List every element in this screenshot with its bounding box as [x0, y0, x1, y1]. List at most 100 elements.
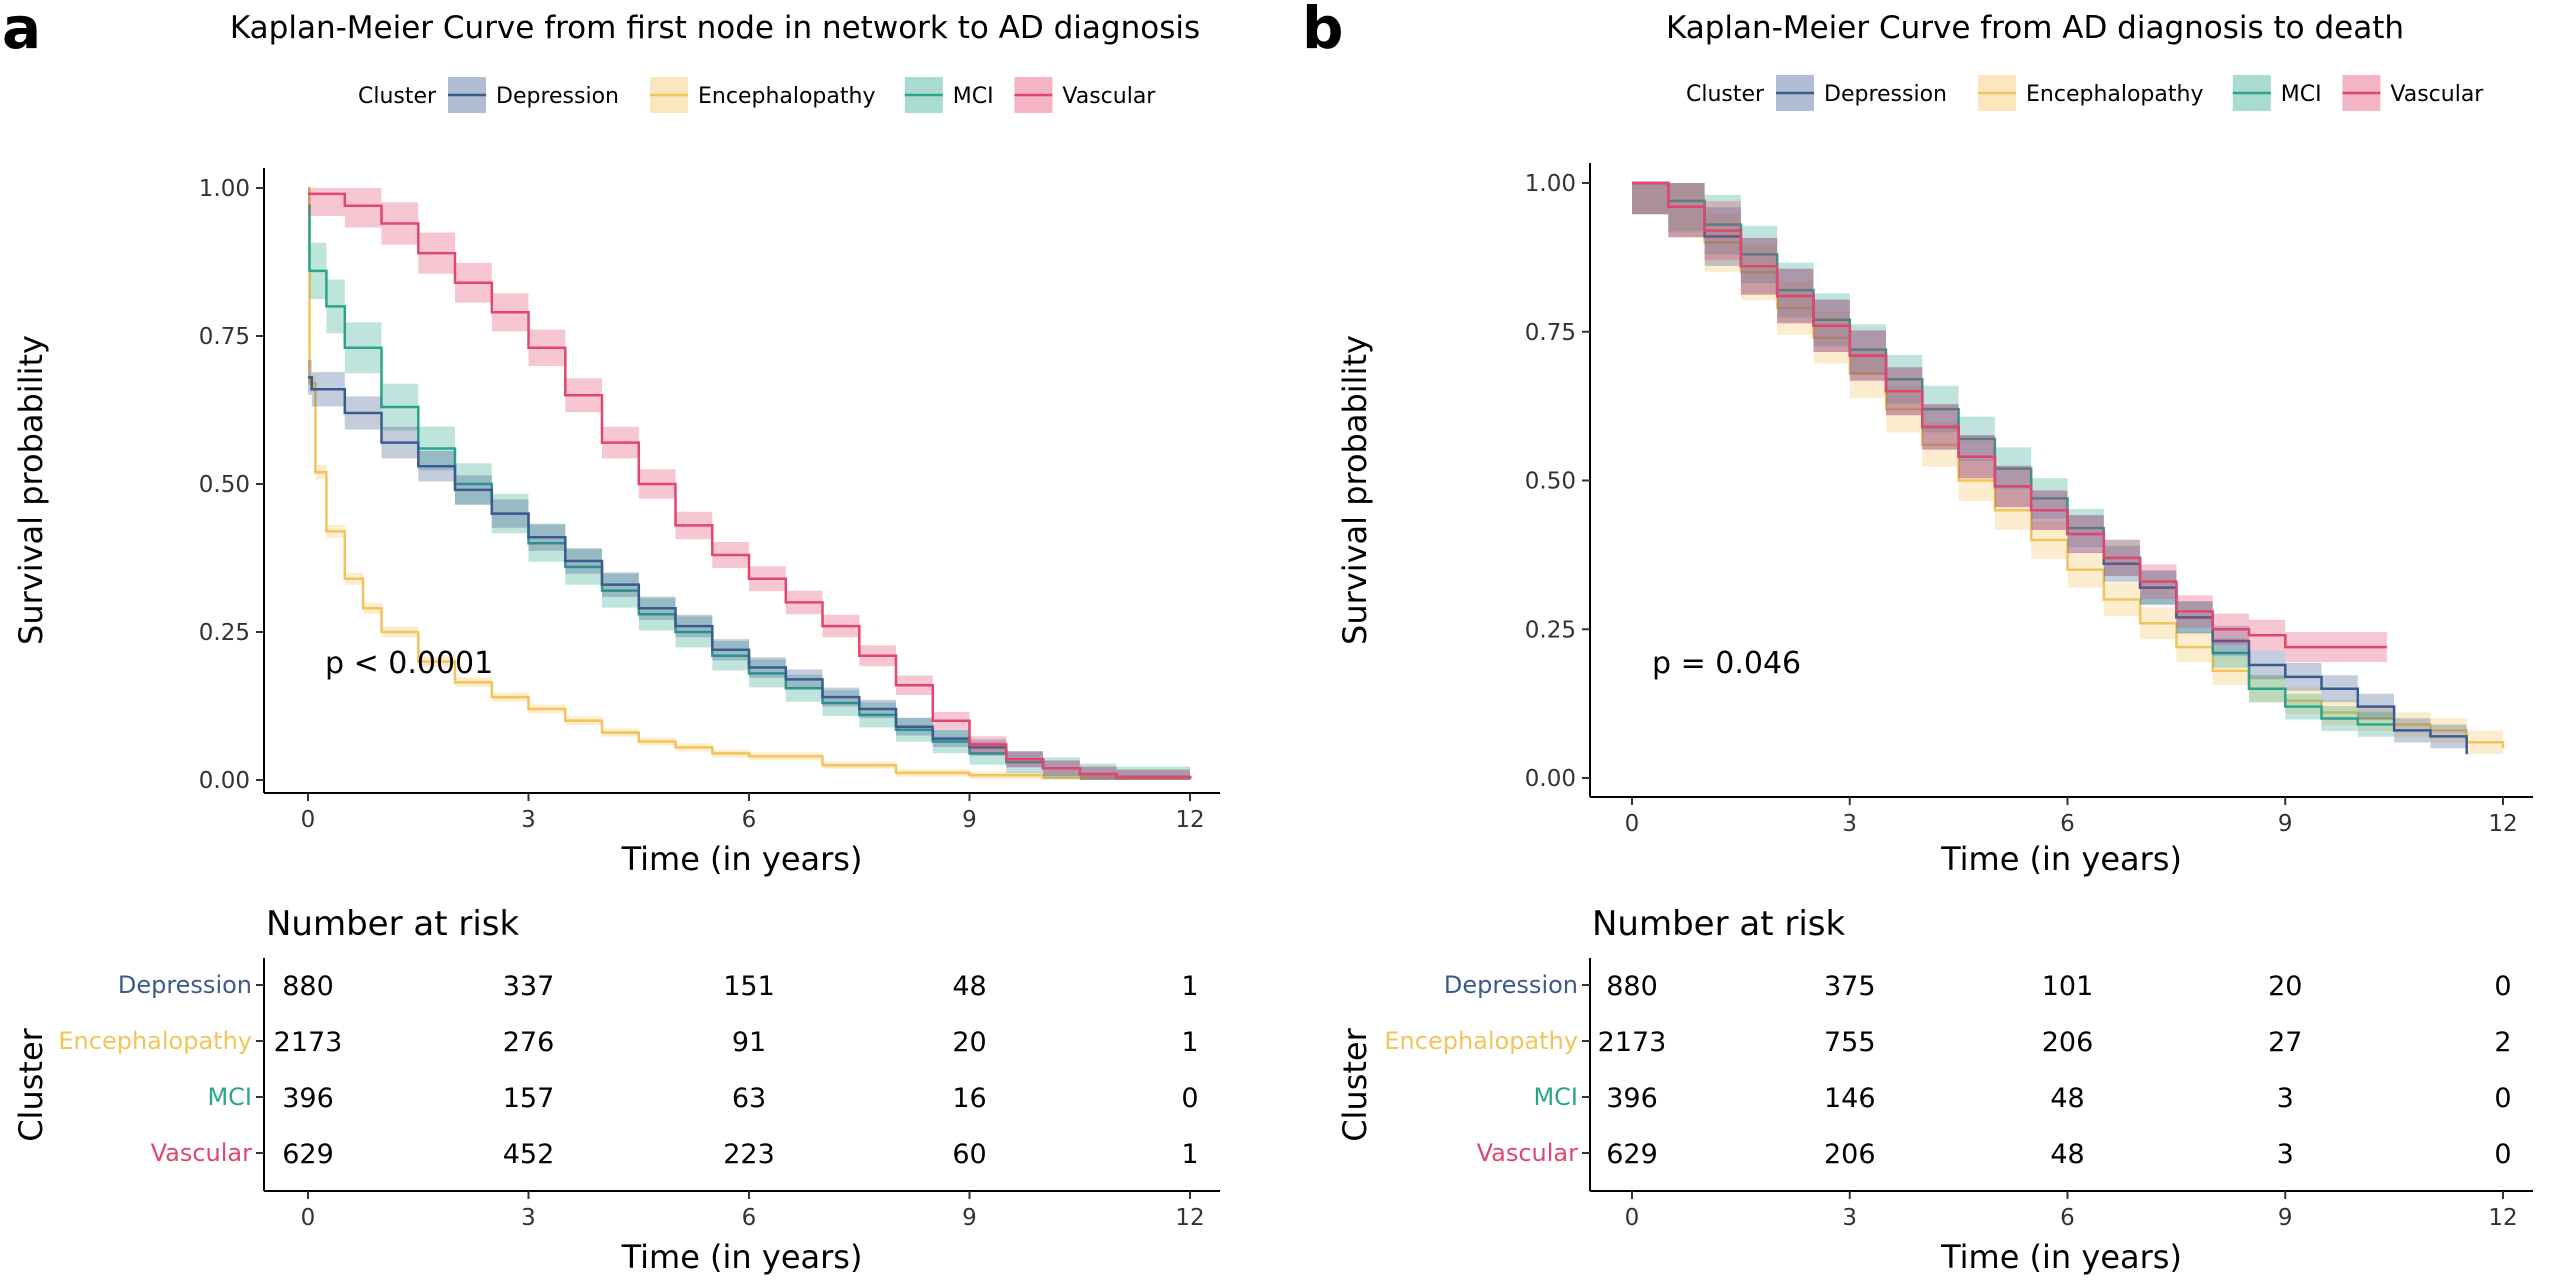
- panel-letter: b: [1302, 0, 1344, 62]
- y-tick-label: 0.75: [1525, 320, 1576, 346]
- series-mci: [1632, 181, 2395, 737]
- x-tick-label: 3: [1842, 811, 1857, 837]
- legend-label-mci: MCI: [953, 84, 994, 109]
- risk-value: 27: [2268, 1027, 2302, 1058]
- risk-row-name-mci: MCI: [1533, 1083, 1578, 1111]
- legend-label-vascular: Vascular: [1062, 84, 1156, 109]
- risk-value: 1: [1181, 1027, 1198, 1058]
- y-tick-label: 0.50: [1525, 469, 1576, 495]
- legend: Cluster Depression Encephalopathy MCI Vascul…: [1686, 75, 2484, 111]
- risk-value: 1: [1181, 971, 1198, 1002]
- legend: Cluster Depression Encephalopathy MCI Vascul…: [358, 77, 1156, 113]
- risk-value: 375: [1824, 971, 1876, 1002]
- x-tick-label: 9: [2278, 811, 2293, 837]
- ci-band-encephalopathy: [308, 188, 1190, 780]
- risk-value: 755: [1824, 1027, 1876, 1058]
- risk-value: 91: [732, 1027, 766, 1058]
- x-tick-label: 12: [1175, 807, 1204, 833]
- risk-x-tick-label: 9: [962, 1205, 977, 1231]
- legend-label-depression: Depression: [1824, 82, 1947, 107]
- risk-x-tick-label: 6: [742, 1205, 757, 1231]
- x-tick-label: 12: [2488, 811, 2517, 837]
- risk-value: 3: [2277, 1139, 2294, 1170]
- risk-row-name-depression: Depression: [1444, 971, 1578, 999]
- risk-value: 337: [503, 971, 555, 1002]
- risk-value: 63: [732, 1083, 766, 1114]
- risk-x-tick-label: 0: [301, 1205, 316, 1231]
- risk-value: 1: [1181, 1139, 1198, 1170]
- x-tick-label: 6: [2060, 811, 2075, 837]
- risk-row-name-vascular: Vascular: [151, 1139, 253, 1167]
- risk-value: 0: [2494, 1083, 2511, 1114]
- x-axis-label: Time (in years): [621, 840, 863, 878]
- y-tick-label: 0.50: [199, 472, 250, 498]
- chart-title: Kaplan-Meier Curve from AD diagnosis to …: [1666, 10, 2404, 46]
- panel-b: b Kaplan-Meier Curve from AD diagnosis to…: [1302, 0, 2533, 1276]
- risk-x-tick-label: 6: [2060, 1205, 2075, 1231]
- risk-value: 48: [2050, 1139, 2084, 1170]
- x-axis-label: Time (in years): [1940, 840, 2182, 878]
- risk-value: 206: [2042, 1027, 2094, 1058]
- panel-a: a Kaplan-Meier Curve from first node in n…: [2, 0, 1220, 1276]
- risk-row-name-mci: MCI: [207, 1083, 252, 1111]
- risk-value: 396: [282, 1083, 334, 1114]
- series-vascular: [1632, 181, 2387, 663]
- risk-value: 276: [503, 1027, 555, 1058]
- legend-item-mci: MCI: [904, 77, 994, 113]
- p-value: p < 0.0001: [325, 646, 493, 681]
- survival-line-vascular: [1632, 181, 2387, 649]
- risk-value: 3: [2277, 1083, 2294, 1114]
- y-tick-label: 0.00: [1525, 766, 1576, 792]
- x-tick-label: 0: [301, 807, 316, 833]
- legend-title: Cluster: [358, 84, 437, 109]
- risk-table: Number at risk Depression 880 337 151 48 1 Ence…: [12, 904, 1220, 1276]
- risk-y-axis-label: Cluster: [12, 1027, 50, 1141]
- legend-item-encephalopathy: Encephalopathy: [650, 77, 875, 113]
- risk-value: 2173: [1598, 1027, 1667, 1058]
- p-value: p = 0.046: [1652, 646, 1801, 681]
- y-tick-label: 1.00: [1525, 171, 1576, 197]
- risk-value: 0: [2494, 971, 2511, 1002]
- ci-band-mci: [1632, 183, 2395, 737]
- x-tick-label: 3: [521, 807, 536, 833]
- ci-band-vascular: [1632, 183, 2387, 663]
- risk-x-tick-label: 3: [521, 1205, 536, 1231]
- risk-row-name-vascular: Vascular: [1477, 1139, 1579, 1167]
- risk-value: 20: [2268, 971, 2302, 1002]
- x-tick-label: 9: [962, 807, 977, 833]
- risk-x-tick-label: 3: [1842, 1205, 1857, 1231]
- legend-label-vascular: Vascular: [2390, 82, 2484, 107]
- risk-value: 151: [723, 971, 775, 1002]
- risk-value: 16: [952, 1083, 986, 1114]
- risk-value: 880: [282, 971, 334, 1002]
- risk-value: 223: [723, 1139, 775, 1170]
- x-tick-label: 0: [1625, 811, 1640, 837]
- risk-value: 206: [1824, 1139, 1876, 1170]
- y-tick-label: 1.00: [199, 176, 250, 202]
- risk-x-axis-label: Time (in years): [621, 1238, 863, 1276]
- risk-value: 0: [2494, 1139, 2511, 1170]
- ci-band-depression: [1632, 183, 2467, 766]
- risk-table-title: Number at risk: [266, 904, 520, 944]
- legend-item-mci: MCI: [2232, 75, 2322, 111]
- axes: 0.00 0.25 0.50 0.75 1.00 0 3 6 9 12 Time (in years…: [1336, 163, 2533, 878]
- panel-letter: a: [2, 0, 41, 62]
- legend-item-vascular: Vascular: [2342, 75, 2484, 111]
- legend-label-mci: MCI: [2281, 82, 2322, 107]
- risk-value: 880: [1606, 971, 1658, 1002]
- survival-line-vascular: [308, 192, 1192, 779]
- ci-band-mci: [308, 188, 1190, 780]
- risk-x-axis-label: Time (in years): [1940, 1238, 2182, 1276]
- ci-band-vascular: [308, 188, 1190, 780]
- x-tick-label: 6: [742, 807, 757, 833]
- risk-y-axis-label: Cluster: [1336, 1027, 1374, 1141]
- legend-label-encephalopathy: Encephalopathy: [2026, 82, 2203, 107]
- risk-value: 48: [952, 971, 986, 1002]
- survival-line-mci: [1632, 181, 2395, 726]
- y-tick-label: 0.00: [199, 768, 250, 794]
- risk-value: 2: [2494, 1027, 2511, 1058]
- risk-x-tick-label: 0: [1625, 1205, 1640, 1231]
- survival-line-mci: [308, 204, 1192, 779]
- risk-value: 48: [2050, 1083, 2084, 1114]
- risk-value: 2173: [274, 1027, 343, 1058]
